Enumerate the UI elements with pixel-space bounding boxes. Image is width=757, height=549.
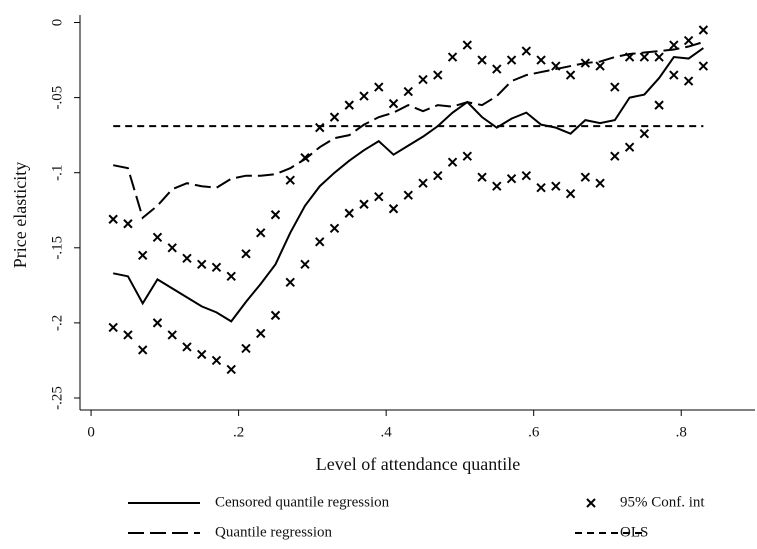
ci-marker: [654, 52, 664, 62]
ci-marker: [433, 70, 443, 80]
ci-marker: [477, 55, 487, 65]
ci-marker: [536, 55, 546, 65]
ci-marker: [595, 61, 605, 71]
ci-marker: [610, 151, 620, 161]
ci-marker: [462, 40, 473, 50]
ci-marker: [565, 189, 576, 199]
ci-marker: [462, 151, 473, 161]
ci-marker: [418, 178, 428, 188]
ci-marker: [359, 91, 369, 101]
ci-marker: [344, 208, 354, 218]
ci-marker: [669, 40, 679, 50]
ci-marker: [683, 76, 694, 86]
ci-marker: [624, 142, 635, 152]
ci-marker: [167, 243, 177, 253]
ci-marker: [492, 181, 502, 191]
ci-marker: [152, 232, 163, 242]
ci-marker: [388, 98, 399, 109]
ci-marker: [270, 310, 281, 321]
ci-marker: [403, 86, 413, 97]
ci-marker: [152, 318, 163, 328]
ci-marker: [270, 210, 281, 220]
ci-marker: [241, 343, 251, 354]
ci-marker: [256, 328, 266, 339]
x-tick-label: .8: [676, 424, 687, 440]
ci-marker: [182, 342, 192, 352]
ci-marker: [182, 253, 192, 264]
ci-marker: [137, 345, 148, 355]
x-tick-label: 0: [87, 424, 95, 440]
ci-marker: [388, 204, 399, 214]
ci-marker: [167, 330, 177, 340]
ci-marker: [521, 46, 532, 56]
ci-marker: [433, 170, 443, 181]
ci-marker: [211, 262, 222, 273]
ci-marker: [256, 228, 266, 238]
y-tick-label: -.2: [49, 315, 65, 331]
ci-marker: [374, 82, 384, 92]
ci-marker: [344, 100, 354, 110]
ci-marker: [551, 181, 561, 191]
ci-marker: [639, 128, 650, 139]
ci-marker: [315, 237, 325, 247]
ci-marker: [315, 122, 325, 133]
x-tick-label: .4: [381, 424, 393, 440]
ci-marker: [374, 192, 384, 202]
y-tick-label: -.15: [49, 236, 65, 260]
ci-marker: [226, 271, 236, 282]
ci-marker: [226, 364, 236, 375]
series-line: [112, 41, 704, 220]
ci-marker: [565, 70, 576, 80]
ci-marker: [447, 52, 458, 62]
ci-marker: [595, 178, 605, 188]
ci-marker: [536, 183, 546, 193]
ci-marker: [108, 322, 118, 333]
ci-marker: [418, 74, 428, 85]
legend-label: OLS: [620, 524, 648, 540]
legend-label: Quantile regression: [215, 524, 333, 540]
ci-marker: [669, 70, 679, 80]
x-tick-label: .6: [528, 424, 540, 440]
ci-marker: [506, 173, 517, 184]
ci-marker: [241, 249, 251, 259]
ci-marker: [506, 55, 517, 65]
ci-marker: [477, 172, 487, 182]
ci-marker: [447, 157, 458, 167]
x-axis-label: Level of attendance quantile: [316, 454, 520, 474]
ci-marker: [359, 199, 369, 209]
y-tick-label: 0: [49, 19, 65, 27]
y-axis-label: Price elasticity: [10, 162, 30, 268]
ci-marker: [123, 330, 133, 340]
ci-marker: [137, 250, 148, 261]
ci-marker: [403, 190, 413, 200]
ci-marker: [521, 170, 532, 181]
ci-marker: [197, 349, 207, 360]
ci-marker: [683, 35, 694, 46]
ci-marker: [285, 175, 295, 185]
legend-label: Censored quantile regression: [215, 494, 390, 510]
ci-marker: [610, 82, 620, 92]
ci-marker: [123, 219, 133, 229]
series-line: [112, 47, 704, 323]
y-tick-label: -.1: [49, 165, 65, 181]
ci-marker: [329, 223, 340, 233]
ci-marker: [698, 61, 709, 71]
ci-marker: [300, 259, 310, 270]
ci-marker: [285, 277, 295, 288]
x-tick-label: .2: [233, 424, 244, 440]
ci-marker: [211, 355, 222, 366]
ci-marker: [654, 100, 664, 110]
ci-marker: [329, 112, 340, 122]
y-tick-label: -.25: [49, 386, 65, 410]
ci-marker: [197, 259, 207, 270]
ci-marker: [580, 172, 591, 182]
ci-marker: [492, 64, 502, 74]
ci-marker: [698, 25, 709, 35]
y-tick-label: -.05: [49, 86, 65, 110]
ci-marker: [108, 214, 118, 224]
ci-marker: [639, 52, 650, 62]
legend-marker: [586, 498, 596, 508]
legend-label: 95% Conf. int: [620, 494, 705, 510]
